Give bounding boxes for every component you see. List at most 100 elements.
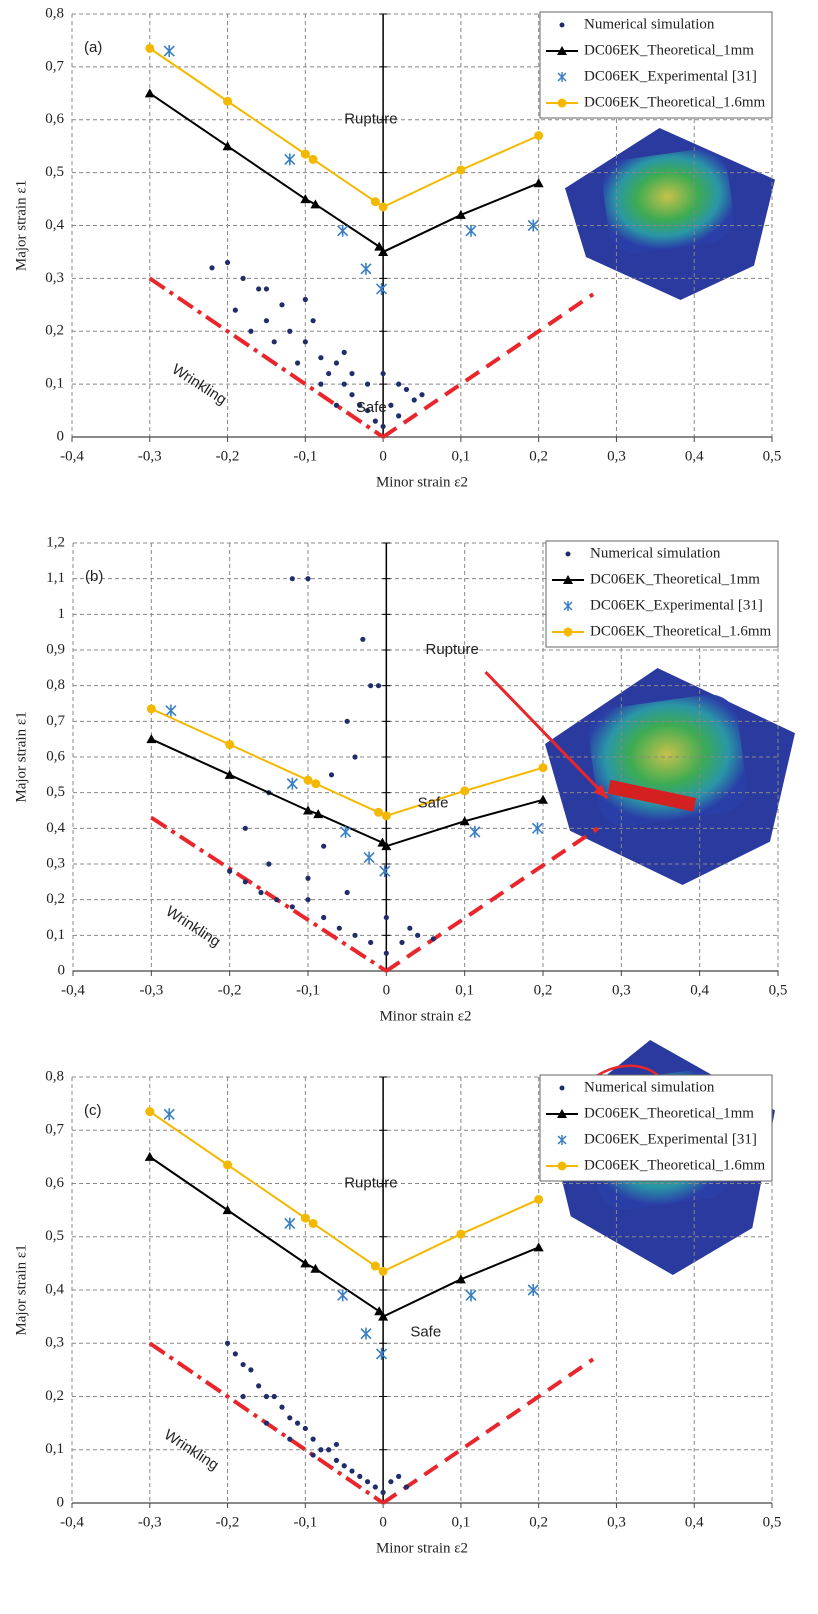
sim-point bbox=[345, 719, 350, 724]
y-tick-label: 1,1 bbox=[46, 570, 65, 586]
sim-point bbox=[264, 318, 269, 323]
sim-point bbox=[303, 297, 308, 302]
sim-point bbox=[243, 826, 248, 831]
sim-point bbox=[419, 392, 424, 397]
y-tick-label: 0,3 bbox=[45, 1335, 64, 1351]
sim-point bbox=[295, 360, 300, 365]
x-tick-label: 0,4 bbox=[685, 1514, 704, 1530]
series-line bbox=[151, 709, 543, 816]
y-tick-label: 0,8 bbox=[45, 1068, 64, 1084]
sim-point bbox=[233, 1351, 238, 1356]
x-tick-label: -0,4 bbox=[61, 982, 85, 998]
y-tick-label: 0,8 bbox=[45, 5, 64, 21]
y-tick-label: 1,2 bbox=[46, 534, 65, 550]
sim-point bbox=[279, 1405, 284, 1410]
exp-point bbox=[533, 822, 543, 834]
legend-marker bbox=[560, 1086, 565, 1091]
sim-point bbox=[256, 1383, 261, 1388]
figure: -0,4 -0,3 -0,2 -0,1 0 0,1 0,2 0,3 0,4 0,5 0 0,1 0,2 0… bbox=[0, 0, 818, 1614]
sim-point bbox=[368, 683, 373, 688]
legend-label: DC06EK_Experimental [31] bbox=[590, 597, 763, 613]
limit-line bbox=[150, 278, 383, 437]
series-line bbox=[150, 1112, 539, 1272]
sim-point bbox=[337, 926, 342, 931]
panel-label: (c) bbox=[84, 1102, 102, 1119]
sim-point bbox=[241, 1394, 246, 1399]
x-tick-label: -0,2 bbox=[216, 1514, 240, 1530]
sim-point bbox=[287, 1437, 292, 1442]
y-tick-label: 0 bbox=[57, 428, 65, 444]
y-tick-label: 0,5 bbox=[45, 1228, 64, 1244]
sim-point bbox=[303, 1426, 308, 1431]
y-tick-label: 0,1 bbox=[45, 376, 64, 392]
panel-label: (a) bbox=[84, 39, 102, 56]
exp-point bbox=[338, 225, 348, 237]
line-marker bbox=[145, 44, 154, 53]
exp-point bbox=[377, 1348, 387, 1360]
line-marker bbox=[539, 763, 548, 772]
y-tick-label: 0,4 bbox=[46, 820, 65, 836]
sim-point bbox=[305, 876, 310, 881]
sim-point bbox=[318, 1447, 323, 1452]
y-tick-label: 0,1 bbox=[46, 927, 65, 943]
y-tick-label: 0,2 bbox=[45, 323, 64, 339]
sim-point bbox=[326, 1447, 331, 1452]
y-tick-label: 0,3 bbox=[45, 270, 64, 286]
line-marker bbox=[534, 1242, 544, 1251]
x-tick-label: -0,1 bbox=[293, 448, 317, 464]
x-tick-label: -0,3 bbox=[139, 982, 163, 998]
sim-point bbox=[365, 1479, 370, 1484]
sim-point bbox=[396, 1474, 401, 1479]
exp-point bbox=[377, 283, 387, 295]
x-tick-label: 0,3 bbox=[607, 1514, 626, 1530]
y-tick-label: 0,2 bbox=[46, 891, 65, 907]
exp-point bbox=[285, 153, 295, 165]
sim-point bbox=[399, 940, 404, 945]
sim-point bbox=[381, 424, 386, 429]
y-tick-label: 0,8 bbox=[46, 677, 65, 693]
exp-point bbox=[361, 1328, 371, 1340]
y-tick-label: 0,3 bbox=[46, 855, 65, 871]
x-tick-label: 0,5 bbox=[769, 982, 788, 998]
line-marker bbox=[309, 1219, 318, 1228]
sim-point bbox=[384, 915, 389, 920]
legend-marker bbox=[560, 23, 565, 28]
sim-point bbox=[388, 403, 393, 408]
line-marker bbox=[225, 740, 234, 749]
line-marker bbox=[371, 1262, 380, 1271]
y-axis-label: Major strain ε1 bbox=[13, 180, 29, 271]
legend-label: DC06EK_Theoretical_1mm bbox=[590, 571, 760, 587]
sim-point bbox=[342, 1463, 347, 1468]
sim-point bbox=[334, 1458, 339, 1463]
sim-point bbox=[287, 1415, 292, 1420]
rupture-label: Rupture bbox=[344, 1174, 397, 1191]
sim-point bbox=[290, 904, 295, 909]
line-marker bbox=[304, 776, 313, 785]
line-marker bbox=[145, 1152, 155, 1161]
y-tick-label: 0 bbox=[58, 962, 66, 978]
x-tick-label: 0,3 bbox=[607, 448, 626, 464]
line-marker bbox=[223, 1160, 232, 1169]
sim-point bbox=[381, 1490, 386, 1495]
sim-point bbox=[264, 1421, 269, 1426]
x-tick-label: 0 bbox=[379, 1514, 387, 1530]
line-marker bbox=[534, 131, 543, 140]
sim-point bbox=[384, 951, 389, 956]
sim-point bbox=[334, 360, 339, 365]
y-tick-label: 0,7 bbox=[46, 713, 65, 729]
y-tick-label: 0,4 bbox=[45, 217, 64, 233]
legend-marker bbox=[558, 1162, 567, 1171]
sim-point bbox=[376, 683, 381, 688]
x-tick-label: 0,1 bbox=[452, 448, 471, 464]
exp-point bbox=[287, 778, 297, 790]
y-axis-label: Major strain ε1 bbox=[13, 711, 29, 802]
sim-point bbox=[311, 1437, 316, 1442]
sim-point bbox=[431, 936, 436, 941]
sim-point bbox=[404, 1484, 409, 1489]
sim-point bbox=[272, 1394, 277, 1399]
sim-point bbox=[345, 890, 350, 895]
sim-point bbox=[295, 1421, 300, 1426]
sim-point bbox=[407, 926, 412, 931]
legend-label: DC06EK_Experimental [31] bbox=[584, 68, 757, 84]
wrinkling-label: Wrinkling bbox=[163, 903, 224, 951]
